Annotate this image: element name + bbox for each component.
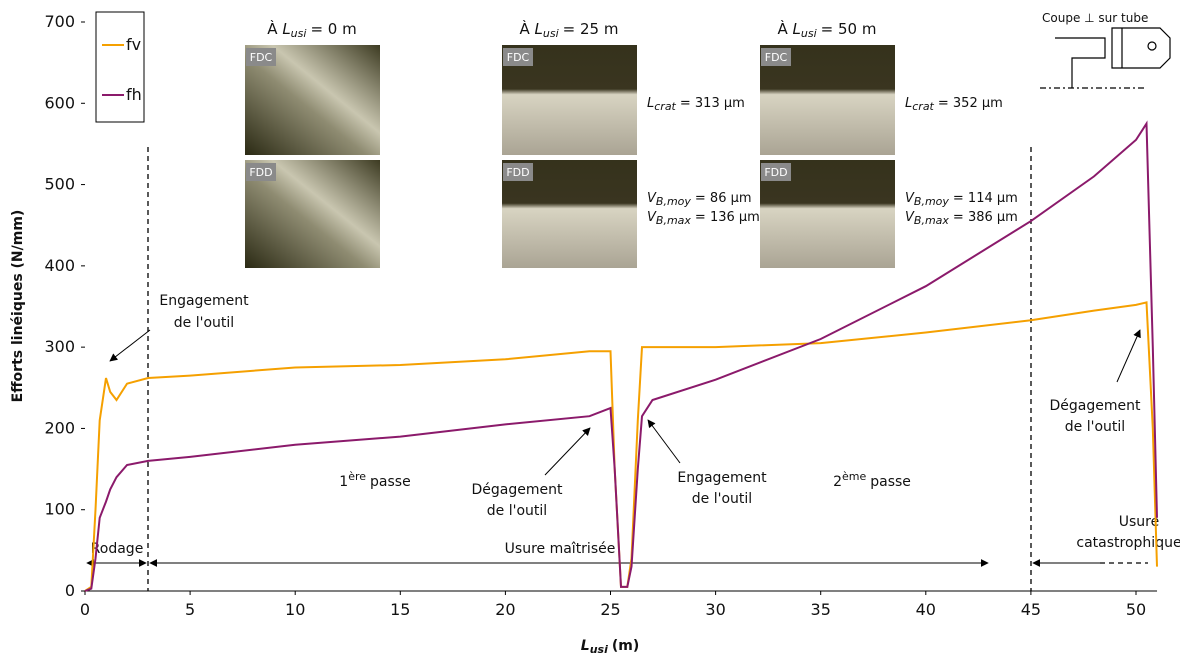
y-tick-label: 600 <box>44 93 75 112</box>
legend <box>95 11 145 123</box>
text: = 86 µm <box>695 191 752 206</box>
annotation: Engagement <box>677 470 767 486</box>
measure: VB,max = 386 µm <box>905 210 1018 227</box>
image-title: À Lusi = 0 m <box>267 19 356 40</box>
annotation: de l'outil <box>692 491 752 507</box>
subscript: B,max <box>656 214 691 227</box>
y-tick-label: 300 <box>44 337 75 356</box>
tag: FDD <box>506 166 529 179</box>
symbol: L <box>793 20 801 38</box>
subscript: crat <box>654 100 676 113</box>
section-sketch <box>1040 27 1171 89</box>
text: = 313 µm <box>680 96 745 111</box>
text: = 352 µm <box>938 96 1003 111</box>
symbol: L <box>282 20 290 38</box>
x-tick-label: 10 <box>285 600 305 619</box>
tag: FDC <box>507 51 530 64</box>
text: = 386 µm <box>953 210 1018 225</box>
symbol: V <box>905 210 915 225</box>
tag: FDC <box>250 51 273 64</box>
micrographs <box>245 45 895 268</box>
prefix: À <box>778 19 793 38</box>
tag-box <box>246 163 276 181</box>
subscript: crat <box>912 100 934 113</box>
x-tick-label: 25 <box>600 600 620 619</box>
symbol: L <box>535 20 543 38</box>
annotation: de l'outil <box>487 503 547 519</box>
x-tick-label: 15 <box>390 600 410 619</box>
y-tick-label: 0 <box>65 581 75 600</box>
text: = 114 µm <box>953 191 1018 206</box>
annotation: Dégagement <box>472 482 563 498</box>
x-tick-label: 50 <box>1126 600 1146 619</box>
x-tick-label: 35 <box>811 600 831 619</box>
series-line <box>84 301 1158 592</box>
tag-box <box>761 48 791 66</box>
symbol: L <box>647 96 654 111</box>
y-tick-label: 200 <box>44 418 75 437</box>
legend-label: fh <box>126 85 142 104</box>
symbol: V <box>647 191 657 206</box>
subscript: B,max <box>914 214 949 227</box>
x-tick-label: 40 <box>916 600 936 619</box>
measure: VB,moy = 86 µm <box>647 191 752 208</box>
text: = 0 m <box>310 20 356 38</box>
measure: VB,moy = 114 µm <box>905 191 1018 208</box>
subscript: B,moy <box>914 195 949 208</box>
x-tick-label: 5 <box>185 600 195 619</box>
measure: Lcrat = 352 µm <box>905 96 1003 113</box>
annotation: Dégagement <box>1050 398 1141 414</box>
arrows <box>86 329 1141 567</box>
annotation: de l'outil <box>1065 419 1125 435</box>
annotations: Engagement de l'outil Dégagement de l'ou… <box>91 293 1180 557</box>
tag-box <box>761 163 791 181</box>
annotation: catastrophique <box>1076 535 1180 551</box>
tag: FDD <box>249 166 272 179</box>
x-axis-title: Lusi (m) <box>581 638 639 656</box>
annotation: Rodage <box>91 541 144 557</box>
series-line <box>84 120 1158 592</box>
tag-box <box>503 48 533 66</box>
annotation: Usure <box>1119 514 1159 530</box>
subscript: B,moy <box>656 195 691 208</box>
y-tick-label: 100 <box>44 500 75 519</box>
text: = 50 m <box>821 20 877 38</box>
symbol: L <box>905 96 912 111</box>
measure: Lcrat = 313 µm <box>647 96 745 113</box>
y-tick-label: 400 <box>44 256 75 275</box>
symbol: V <box>647 210 657 225</box>
y-tick-label: 700 <box>44 12 75 31</box>
subscript: usi <box>801 27 817 40</box>
image-title: À Lusi = 25 m <box>520 19 619 40</box>
text: = 25 m <box>563 20 619 38</box>
pass-label: 2ème passe <box>833 470 911 490</box>
subscript: usi <box>291 27 307 40</box>
annotation: Engagement <box>159 293 249 309</box>
prefix: À <box>520 19 535 38</box>
tag-box <box>246 48 276 66</box>
prefix: À <box>267 19 282 38</box>
tag-box <box>503 163 533 181</box>
x-tick-label: 20 <box>495 600 515 619</box>
section-label: Coupe ⊥ sur tube <box>1042 11 1148 25</box>
legend-label: fv <box>126 35 141 54</box>
image-title: À Lusi = 50 m <box>778 19 877 40</box>
annotation: de l'outil <box>174 315 234 331</box>
y-tick-label: 500 <box>44 175 75 194</box>
subscript: usi <box>543 27 559 40</box>
x-tick-label: 30 <box>705 600 725 619</box>
tag: FDD <box>764 166 787 179</box>
text: = 136 µm <box>695 210 760 225</box>
annotation: Usure maîtrisée <box>505 541 616 557</box>
pass-label: 1ère passe <box>339 470 410 490</box>
symbol: V <box>905 191 915 206</box>
y-axis-title: Efforts linéiques (N/mm) <box>10 210 26 403</box>
x-tick-label: 45 <box>1021 600 1041 619</box>
tag: FDC <box>765 51 788 64</box>
x-tick-label: 0 <box>80 600 90 619</box>
measure: VB,max = 136 µm <box>647 210 760 227</box>
